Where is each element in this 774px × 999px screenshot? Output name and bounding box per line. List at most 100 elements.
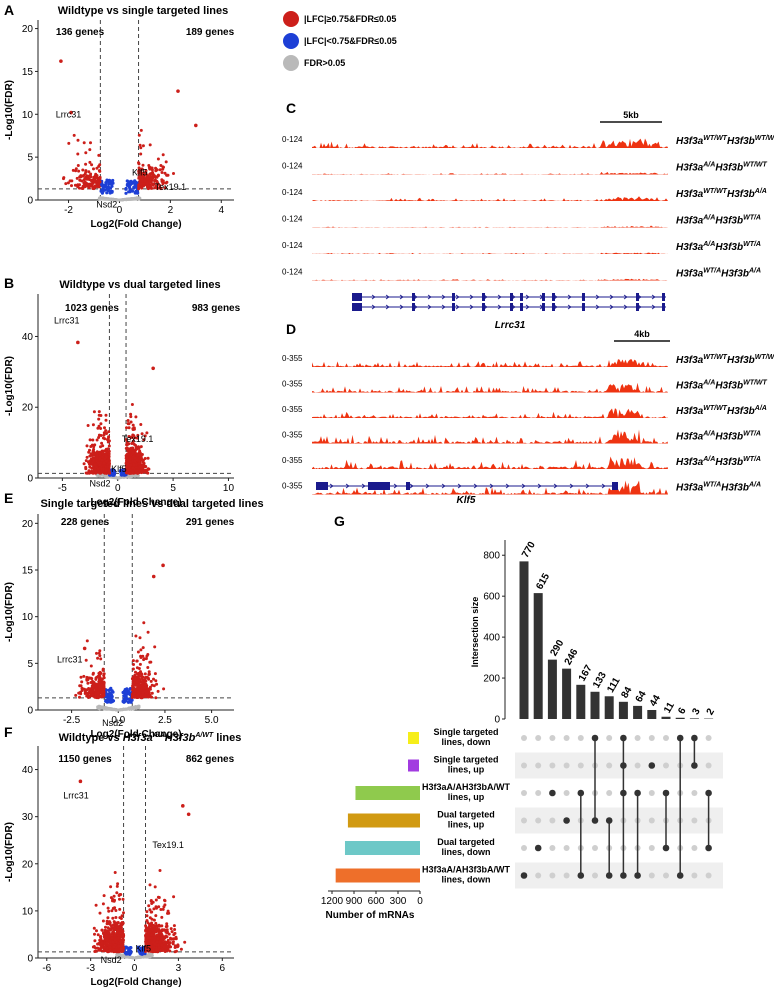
sig-point xyxy=(77,169,81,173)
sig-point xyxy=(104,418,108,422)
sig-point xyxy=(89,184,93,188)
outlier-point xyxy=(59,59,63,63)
sig-point xyxy=(117,949,121,953)
x-tick-label: 2 xyxy=(168,205,174,216)
sig-point xyxy=(165,180,169,184)
sample-label-part: H3f3a xyxy=(676,242,704,253)
sig-point xyxy=(92,187,96,191)
sig-point xyxy=(88,148,92,152)
sig-point xyxy=(120,914,124,918)
sig-point xyxy=(172,924,176,928)
sig-point xyxy=(156,937,160,941)
mid-point xyxy=(127,190,131,194)
sig-point xyxy=(121,937,125,941)
exon xyxy=(412,303,415,311)
set-label: Dual targeted lines, down xyxy=(437,837,495,857)
sig-point xyxy=(101,919,105,923)
sig-point xyxy=(113,898,116,902)
intersection-value: 11 xyxy=(662,700,677,715)
sig-point xyxy=(151,176,155,180)
sig-point xyxy=(137,162,141,166)
sig-point xyxy=(76,185,80,189)
nonsig-point xyxy=(102,707,106,710)
mid-point xyxy=(121,699,125,703)
mid-point xyxy=(104,699,108,703)
mid-point xyxy=(107,182,111,186)
sig-point xyxy=(115,924,119,928)
set-label: Single targeted lines, down xyxy=(433,727,498,747)
matrix-dot-empty xyxy=(648,845,655,851)
sig-point xyxy=(153,645,157,649)
sig-point xyxy=(86,681,90,685)
sig-point xyxy=(152,933,156,937)
mid-point xyxy=(106,186,111,190)
sample-label-part: H3f3b xyxy=(727,189,755,200)
intersection-bar xyxy=(689,718,699,719)
sig-point xyxy=(110,909,114,913)
matrix-dot-filled xyxy=(577,789,585,797)
sig-point xyxy=(154,898,158,902)
sig-point xyxy=(106,906,110,910)
x-tick-label: -6 xyxy=(42,963,51,974)
sig-point xyxy=(127,466,131,470)
sig-point xyxy=(118,893,122,897)
sig-point xyxy=(90,179,94,183)
sig-point xyxy=(131,667,135,671)
sig-point xyxy=(109,896,113,900)
sig-point xyxy=(140,178,144,182)
intersection-bar xyxy=(519,561,529,719)
sig-point xyxy=(97,424,101,428)
sig-point xyxy=(106,436,110,440)
sig-point xyxy=(134,683,138,687)
mid-point xyxy=(124,191,128,195)
sig-point xyxy=(99,422,103,426)
sig-point xyxy=(91,449,95,453)
sig-point xyxy=(154,679,158,683)
sig-point xyxy=(133,456,137,460)
sig-point xyxy=(92,410,96,414)
sig-point xyxy=(116,934,120,938)
sig-point xyxy=(70,184,73,188)
sig-point xyxy=(169,936,172,940)
nonsig-point xyxy=(99,706,103,710)
sig-point xyxy=(85,691,88,695)
sample-label-part: A/A xyxy=(748,268,761,275)
sig-point xyxy=(132,463,136,467)
sig-point xyxy=(129,447,133,450)
sig-point xyxy=(163,949,167,953)
matrix-dot-empty xyxy=(521,817,527,824)
exon xyxy=(452,293,455,301)
nonsig-point xyxy=(135,196,139,200)
sig-point xyxy=(84,162,88,166)
x-axis-label-text: Log2(Fold Change) xyxy=(90,977,181,988)
intersection-value: 770 xyxy=(520,540,538,560)
count-up: 189 genes xyxy=(186,27,235,38)
sig-point xyxy=(166,938,170,942)
gene-label: Nsd2 xyxy=(90,478,111,488)
outlier-point xyxy=(181,804,185,808)
sample-label-part: WT/A xyxy=(743,215,761,222)
matrix-dot-empty xyxy=(563,845,570,851)
sig-point xyxy=(146,676,150,680)
sig-point xyxy=(93,695,97,699)
sig-point xyxy=(121,933,125,937)
matrix-dot-empty xyxy=(535,817,542,824)
sig-point xyxy=(107,452,111,456)
intersection-value: 2 xyxy=(705,706,718,717)
y-tick-label: 20 xyxy=(22,519,34,530)
sig-point xyxy=(101,684,105,688)
sig-point xyxy=(143,179,147,183)
sig-point xyxy=(80,186,84,190)
sig-point xyxy=(162,941,166,945)
set-label-line: Single targeted xyxy=(433,727,498,737)
sig-point xyxy=(92,681,96,684)
sig-point xyxy=(174,935,178,939)
panel-label-a: A xyxy=(4,2,14,18)
sig-point xyxy=(150,182,154,186)
sig-point xyxy=(146,176,150,180)
matrix-dot-filled xyxy=(577,872,585,879)
sig-point xyxy=(139,128,143,132)
sig-point xyxy=(80,687,84,690)
sig-point xyxy=(88,178,91,182)
set-label-line: Single targeted xyxy=(433,755,498,765)
